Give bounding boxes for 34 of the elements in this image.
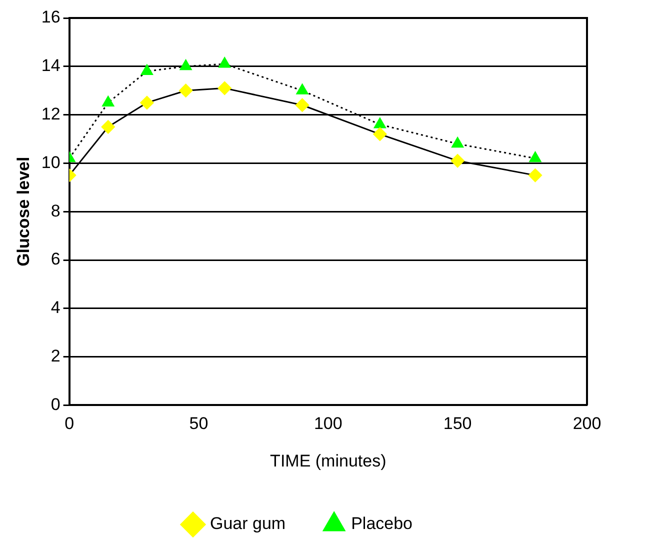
point [529,152,542,162]
point [140,96,154,110]
x-tick-label: 150 [443,414,472,434]
point [452,137,464,148]
point [101,120,115,134]
x-tick-label: 0 [64,414,74,434]
x-tick-label: 50 [189,414,208,434]
y-tick-label: 12 [41,104,60,124]
point [179,84,193,98]
point [374,118,386,128]
point [180,60,192,70]
point [450,154,464,168]
point [296,84,308,94]
point [218,57,231,68]
y-tick-label: 0 [50,394,60,414]
y-tick-label: 8 [50,201,60,220]
legend-label: Guar gum [210,514,286,534]
point [218,81,232,95]
point [102,96,114,106]
y-tick-label: 16 [41,8,60,27]
point [141,64,153,75]
y-axis-title: Glucose level [14,156,33,266]
legend-label: Placebo [351,514,413,534]
x-tick-label: 100 [314,414,342,434]
y-tick-label: 10 [41,152,60,172]
y-tick-label: 14 [41,56,60,76]
y-tick-label: 6 [50,250,60,269]
x-axis-title: TIME (minutes) [270,451,386,470]
point [528,168,542,182]
y-tick-label: 2 [50,346,60,366]
x-tick-label: 200 [572,414,602,434]
y-tick-label: 4 [50,298,60,318]
point [296,98,310,112]
point [373,127,387,141]
